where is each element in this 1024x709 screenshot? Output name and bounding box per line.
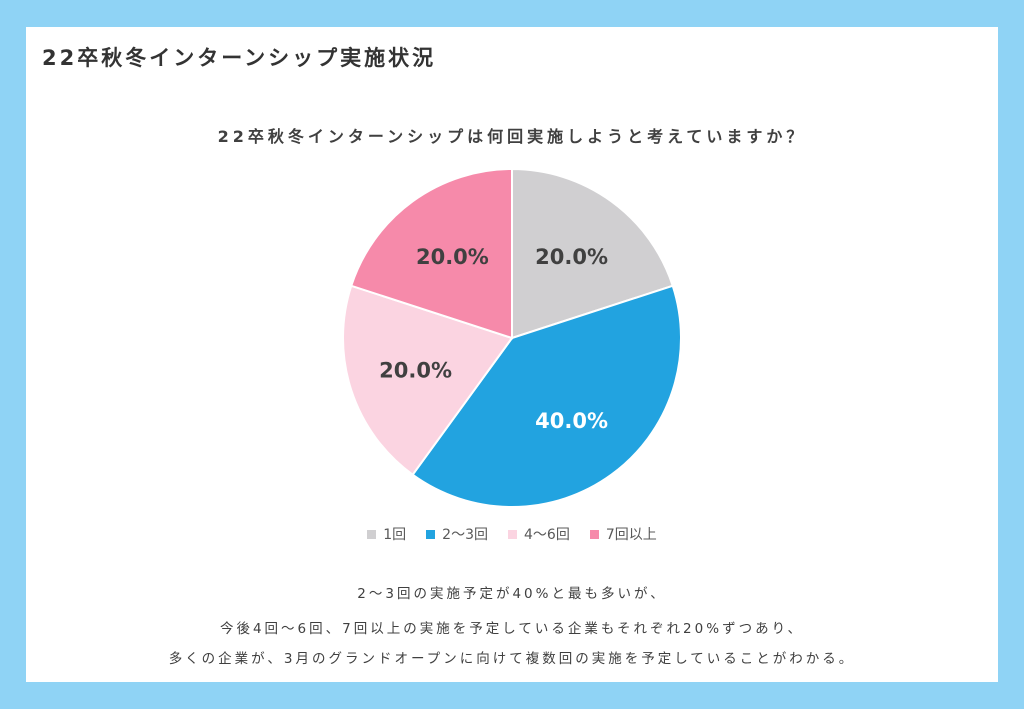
legend-item-2: 2〜3回 [426, 524, 488, 544]
legend-label: 7回以上 [605, 527, 657, 543]
pie-slice-2 [411, 284, 683, 509]
chart-title: 22卒秋冬インターンシップは何回実施しようと考えていますか？ [217, 127, 807, 146]
pie-slice-4 [350, 167, 513, 340]
page-title: 22卒秋冬インターンシップ実施状況 [42, 46, 437, 70]
pie-data-label-4: 20.0% [416, 245, 489, 269]
legend-item-1: 1回 [367, 524, 406, 544]
legend-label: 2〜3回 [442, 527, 488, 543]
summary-line-3: 多くの企業が、3月のグランドオープンに向けて複数回の実施を予定していることがわか… [168, 651, 856, 667]
pie-data-label-3: 20.0% [379, 358, 452, 382]
pie-slice-1 [511, 167, 674, 340]
report-card: 22卒秋冬インターンシップ実施状況 22卒秋冬インターンシップは何回実施しようと… [26, 27, 998, 682]
summary-line-2: 今後4回～6回、7回以上の実施を予定している企業もそれぞれ20%ずつあり、 [219, 621, 805, 637]
pie-data-label-2: 40.0% [535, 409, 608, 433]
legend-label: 1回 [383, 527, 407, 543]
legend-swatch [426, 529, 436, 539]
legend-swatch [367, 529, 377, 539]
legend-item-4: 7回以上 [589, 524, 657, 544]
legend-label: 4〜6回 [524, 527, 570, 543]
summary-line-1: 2～3回の実施予定が40%と最も多いが、 [357, 586, 667, 602]
legend-item-3: 4〜6回 [508, 524, 570, 544]
pie-chart: 20.0% 40.0% 20.0% 20.0% [342, 167, 683, 509]
pie-data-label-1: 20.0% [535, 245, 608, 269]
pie-slice-3 [342, 284, 514, 477]
legend-swatch [589, 529, 599, 539]
legend-swatch [508, 529, 517, 539]
chart-legend: 1回 2〜3回 4〜6回 7回以上 [26, 524, 998, 544]
